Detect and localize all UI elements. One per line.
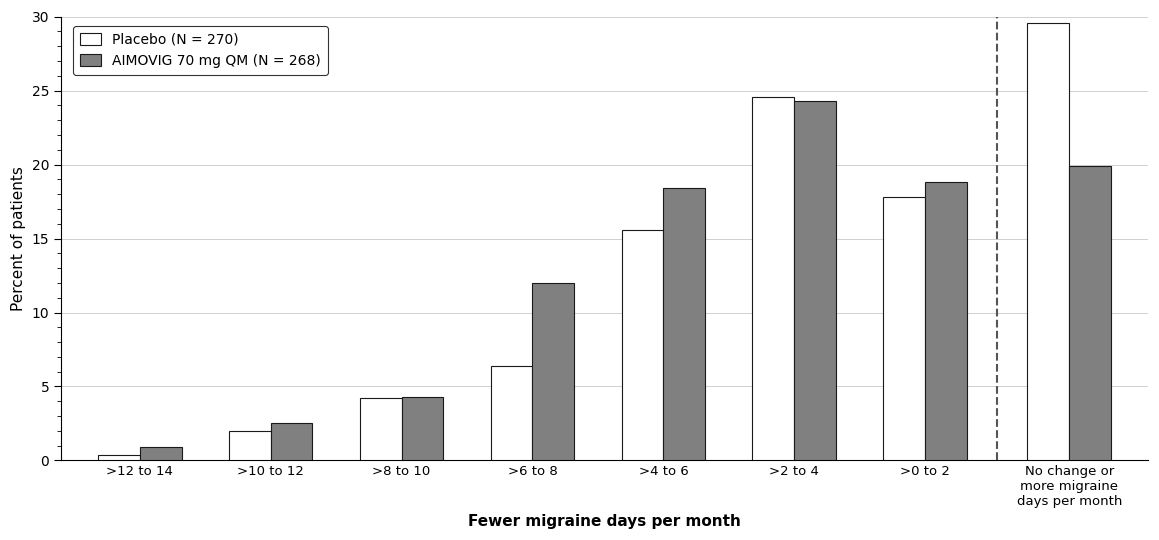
- Bar: [228, 431, 270, 461]
- Bar: [663, 188, 706, 461]
- Bar: [401, 397, 444, 461]
- Bar: [532, 283, 575, 461]
- Bar: [1070, 166, 1111, 461]
- Bar: [359, 399, 401, 461]
- Bar: [621, 230, 663, 461]
- Bar: [883, 197, 925, 461]
- X-axis label: Fewer migraine days per month: Fewer migraine days per month: [468, 514, 741, 529]
- Bar: [97, 455, 140, 461]
- Bar: [925, 183, 968, 461]
- Bar: [752, 97, 794, 461]
- Bar: [1027, 23, 1070, 461]
- Bar: [794, 101, 837, 461]
- Bar: [490, 366, 532, 461]
- Y-axis label: Percent of patients: Percent of patients: [12, 166, 27, 311]
- Legend: Placebo (N = 270), AIMOVIG 70 mg QM (N = 268): Placebo (N = 270), AIMOVIG 70 mg QM (N =…: [73, 26, 328, 75]
- Bar: [140, 447, 182, 461]
- Bar: [270, 423, 313, 461]
